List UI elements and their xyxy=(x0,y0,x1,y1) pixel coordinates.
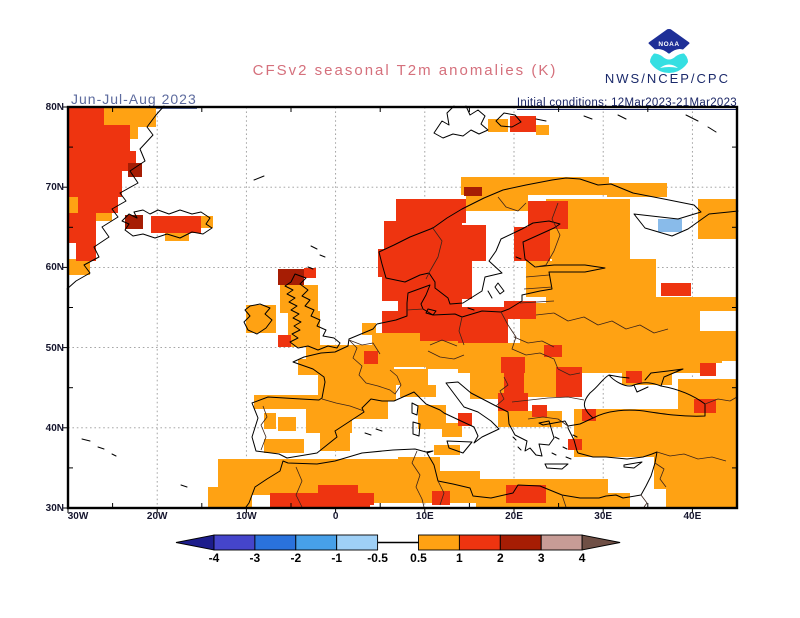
map-frame xyxy=(66,105,739,510)
coast-ireland xyxy=(243,303,273,335)
agency-label: NWS/NCEP/CPC xyxy=(604,71,730,86)
lat-label-30N: 30N xyxy=(45,503,64,514)
colorbar-label-3: 3 xyxy=(537,551,545,565)
lon-label-10W: 10W xyxy=(236,511,257,522)
lon-label-20W: 20W xyxy=(146,511,168,522)
colorbar xyxy=(175,534,621,551)
colorbar-label-4: 4 xyxy=(578,551,586,565)
page-title: CFSv2 seasonal T2m anomalies (K) xyxy=(252,62,558,79)
lon-label-0: 0 xyxy=(332,511,339,522)
noaa-logo-icon: NOAA xyxy=(647,29,691,73)
coast-great-britain xyxy=(284,254,341,351)
coast-arctic-islands xyxy=(685,114,717,133)
colorbar-label--0.5: -0.5 xyxy=(367,551,388,565)
lon-label-10E: 10E xyxy=(415,511,434,522)
coast-med-islands xyxy=(364,402,643,470)
lon-label-20E: 20E xyxy=(505,511,523,522)
country-borders xyxy=(260,196,738,508)
europe-anomaly-map xyxy=(63,105,739,513)
lat-label-40N: 40N xyxy=(45,422,64,434)
colorbar-label-0.5: 0.5 xyxy=(410,551,427,565)
colorbar-blocks xyxy=(175,534,621,551)
colorbar-label--3: -3 xyxy=(249,551,261,565)
coast-mainland-atlantic xyxy=(251,177,739,459)
coastlines xyxy=(66,105,739,508)
lat-label-60N: 60N xyxy=(45,262,64,274)
coast-janmayen xyxy=(253,175,265,181)
colorbar-label--2: -2 xyxy=(290,551,302,565)
lon-label-40E: 40E xyxy=(683,511,702,522)
coast-greenland xyxy=(66,105,165,290)
colorbar-label--4: -4 xyxy=(208,551,220,565)
lat-label-80N: 80N xyxy=(45,102,64,113)
colorbar-label-1: 1 xyxy=(456,551,463,565)
coast-small-atlantic-islands xyxy=(81,438,188,488)
coast-baltic-islands xyxy=(425,256,522,316)
lon-label-30E: 30E xyxy=(594,511,613,522)
coast-iceland xyxy=(121,209,213,239)
coast-med-north xyxy=(286,381,594,459)
coast-africa-levant xyxy=(245,425,658,508)
coast-svalbard xyxy=(433,105,627,139)
colorbar-label-2: 2 xyxy=(496,551,504,565)
lat-label-70N: 70N xyxy=(45,182,64,194)
lon-label-30W: 30W xyxy=(67,511,89,522)
colorbar-label--1: -1 xyxy=(331,551,343,565)
noaa-logo-text: NOAA xyxy=(658,41,679,48)
axis-ticks xyxy=(63,106,737,513)
anomaly-cells xyxy=(68,107,736,507)
coast-faroes xyxy=(310,245,318,250)
coast-black-sea xyxy=(583,368,706,419)
lat-label-50N: 50N xyxy=(45,342,64,354)
